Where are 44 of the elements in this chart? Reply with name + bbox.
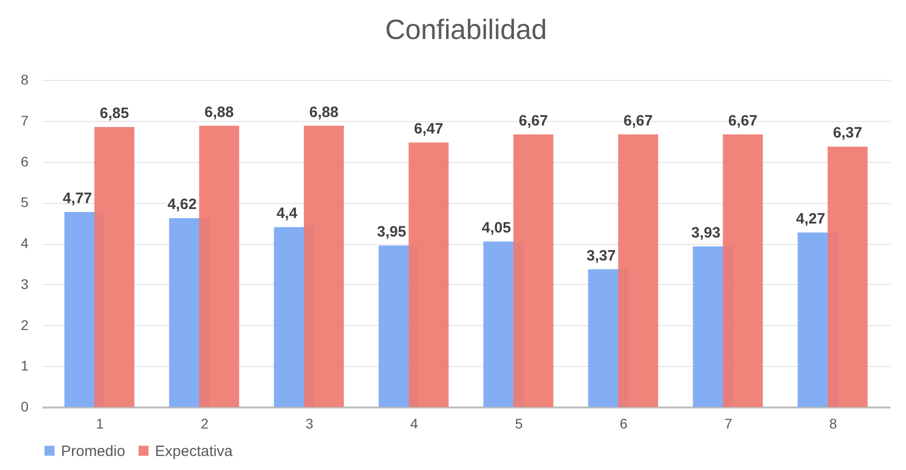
x-tick-label: 5 [514,416,523,432]
data-label: 6,67 [624,112,653,130]
y-tick-label: 4 [20,235,29,251]
legend-label: Promedio [61,442,126,460]
x-tick-label: 6 [620,416,628,432]
data-label: 6,88 [309,104,338,121]
x-tick-label: 7 [724,416,732,432]
bar [618,134,658,407]
bar [828,146,868,407]
data-label: 4,77 [62,190,92,208]
data-label: 6,47 [414,120,444,138]
data-label: 6,37 [833,124,862,142]
data-label: 6,67 [728,112,758,130]
y-tick-label: 1 [20,358,29,374]
bar [513,134,554,407]
y-tick-label: 2 [20,316,29,333]
data-label: 3,37 [586,247,616,264]
data-label: 6,88 [204,104,234,121]
y-tick-label: 7 [20,112,29,128]
data-label: 4,62 [168,196,197,214]
x-tick-label: 8 [829,416,838,432]
y-tick-label: 8 [20,72,29,88]
x-tick-label: 3 [305,416,314,432]
x-tick-label: 4 [410,416,418,432]
data-label: 4,4 [276,205,298,222]
data-label: 3,95 [377,224,406,241]
y-tick-label: 0 [20,398,29,414]
bar [304,126,344,407]
data-label: 4,27 [796,210,826,228]
data-label: 3,93 [691,224,720,242]
y-tick-label: 6 [20,153,29,170]
chart-title: Confiabilidad [385,14,547,45]
x-tick-label: 1 [96,416,104,432]
x-tick-label: 2 [200,416,209,432]
y-tick-label: 3 [20,276,29,292]
bar [199,126,240,407]
y-tick-label: 5 [20,194,29,210]
bar [408,142,449,407]
bar [94,127,134,407]
legend-label: Expectativa [155,442,234,460]
data-label: 6,85 [100,105,129,122]
data-label: 4,05 [482,219,511,236]
data-label: 6,67 [518,112,548,130]
bar [722,134,763,407]
